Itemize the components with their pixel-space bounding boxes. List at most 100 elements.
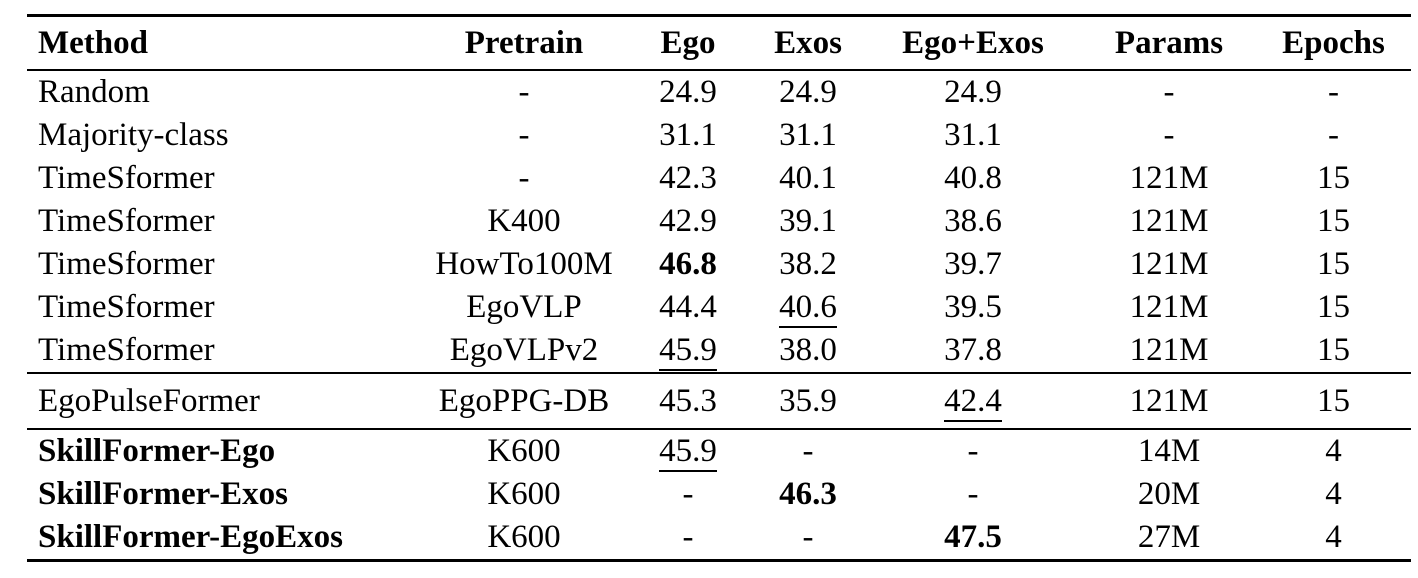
table-row: SkillFormer-Exos K600 - 46.3 - 20M 4 [27, 473, 1411, 516]
params-cell: 121M [1129, 246, 1209, 282]
params-cell: - [1163, 117, 1175, 153]
ego-score-cell: 44.4 [659, 289, 717, 325]
ego-exos-score-cell: 24.9 [944, 74, 1002, 110]
method-cell: TimeSformer [38, 289, 215, 325]
ego-exos-score-cell: 40.8 [944, 160, 1002, 196]
epochs-cell: 15 [1317, 246, 1350, 282]
method-cell: SkillFormer-Ego [38, 433, 276, 469]
exos-score-cell: 38.0 [779, 332, 837, 368]
epochs-cell: 15 [1317, 332, 1350, 368]
method-cell: Majority-class [38, 117, 229, 153]
table-row: Majority-class - 31.1 31.1 31.1 - - [27, 114, 1411, 157]
ego-exos-score-cell: 37.8 [944, 332, 1002, 368]
pretrain-cell: - [518, 117, 530, 153]
exos-score-cell: - [802, 433, 814, 469]
exos-score-cell: 38.2 [779, 246, 837, 282]
params-cell: 14M [1137, 433, 1201, 469]
pretrain-cell: K600 [487, 519, 561, 555]
underlined-score: 45.9 [659, 433, 717, 472]
ego-exos-score-cell: 31.1 [944, 117, 1002, 153]
pretrain-cell: - [518, 160, 530, 196]
ego-score-cell: - [682, 476, 694, 512]
column-header-epochs: Epochs [1282, 25, 1385, 61]
epochs-cell: 4 [1325, 476, 1342, 512]
ego-score-cell: 31.1 [659, 117, 717, 153]
benchmark-results-table: Method Pretrain Ego Exos Ego+Exos Params… [27, 14, 1411, 562]
column-header-ego: Ego [660, 25, 716, 61]
params-cell: - [1163, 74, 1175, 110]
exos-score-cell: 40.6 [752, 286, 864, 329]
ego-exos-score-cell: 38.6 [944, 203, 1002, 239]
params-cell: 121M [1129, 383, 1209, 419]
table-row: TimeSformer EgoVLPv2 45.9 38.0 37.8 121M… [27, 329, 1411, 373]
ego-score-cell: 24.9 [659, 74, 717, 110]
table-row: TimeSformer - 42.3 40.1 40.8 121M 15 [27, 157, 1411, 200]
epochs-cell: - [1328, 74, 1339, 110]
column-header-exos: Exos [774, 25, 842, 61]
pretrain-cell: K600 [487, 476, 561, 512]
ego-exos-score-cell: 39.5 [944, 289, 1002, 325]
exos-score-cell: 39.1 [779, 203, 837, 239]
ego-score-cell: 42.3 [659, 160, 717, 196]
table-row: SkillFormer-EgoExos K600 - - 47.5 27M 4 [27, 516, 1411, 561]
pretrain-cell: EgoVLPv2 [449, 332, 599, 368]
pretrain-cell: K400 [487, 203, 561, 239]
ego-exos-score-cell: 42.4 [864, 373, 1082, 429]
ego-score-cell: 42.9 [659, 203, 717, 239]
method-cell: TimeSformer [38, 332, 215, 368]
table-row: SkillFormer-Ego K600 45.9 - - 14M 4 [27, 429, 1411, 473]
params-cell: 121M [1129, 160, 1209, 196]
table-row: TimeSformer EgoVLP 44.4 40.6 39.5 121M 1… [27, 286, 1411, 329]
exos-score-cell: 46.3 [779, 476, 837, 512]
epochs-cell: 4 [1325, 433, 1342, 469]
underlined-score: 40.6 [779, 289, 837, 328]
exos-score-cell: 24.9 [779, 74, 837, 110]
pretrain-cell: HowTo100M [435, 246, 613, 282]
underlined-score: 45.9 [659, 332, 717, 371]
pretrain-cell: - [518, 74, 530, 110]
params-cell: 27M [1137, 519, 1201, 555]
method-cell: SkillFormer-EgoExos [38, 519, 343, 555]
epochs-cell: 15 [1317, 383, 1350, 419]
table-row: TimeSformer K400 42.9 39.1 38.6 121M 15 [27, 200, 1411, 243]
epochs-cell: - [1328, 117, 1339, 153]
method-cell: TimeSformer [38, 203, 215, 239]
ego-score-cell: 46.8 [659, 246, 717, 282]
params-cell: 121M [1129, 332, 1209, 368]
epochs-cell: 15 [1317, 203, 1350, 239]
exos-score-cell: 35.9 [779, 383, 837, 419]
header-row: Method Pretrain Ego Exos Ego+Exos Params… [27, 16, 1411, 71]
table-header: Method Pretrain Ego Exos Ego+Exos Params… [27, 16, 1411, 71]
column-header-pretrain: Pretrain [464, 25, 584, 61]
column-header-method: Method [38, 25, 148, 61]
epochs-cell: 4 [1325, 519, 1342, 555]
params-cell: 121M [1129, 203, 1209, 239]
ego-score-cell: - [682, 519, 694, 555]
ego-exos-score-cell: 39.7 [944, 246, 1002, 282]
column-header-params: Params [1114, 25, 1224, 61]
method-cell: EgoPulseFormer [38, 383, 260, 419]
baseline-methods-group: Random - 24.9 24.9 24.9 - - Majority-cla… [27, 70, 1411, 373]
params-cell: 20M [1137, 476, 1201, 512]
ego-score-cell: 45.9 [624, 429, 752, 473]
ego-score-cell: 45.3 [659, 383, 717, 419]
method-cell: TimeSformer [38, 160, 215, 196]
column-header-ego-exos: Ego+Exos [902, 25, 1044, 61]
epochs-cell: 15 [1317, 289, 1350, 325]
ego-exos-score-cell: - [967, 476, 979, 512]
epochs-cell: 15 [1317, 160, 1350, 196]
method-cell: SkillFormer-Exos [38, 476, 288, 512]
exos-score-cell: 40.1 [779, 160, 837, 196]
pretrain-cell: EgoVLP [466, 289, 582, 325]
egopulseformer-group: EgoPulseFormer EgoPPG-DB 45.3 35.9 42.4 … [27, 373, 1411, 429]
pretrain-cell: K600 [487, 433, 561, 469]
table-row: TimeSformer HowTo100M 46.8 38.2 39.7 121… [27, 243, 1411, 286]
ego-exos-score-cell: 47.5 [944, 519, 1002, 555]
pretrain-cell: EgoPPG-DB [438, 383, 610, 419]
exos-score-cell: - [802, 519, 814, 555]
table-row: EgoPulseFormer EgoPPG-DB 45.3 35.9 42.4 … [27, 373, 1411, 429]
method-cell: TimeSformer [38, 246, 215, 282]
skillformer-group: SkillFormer-Ego K600 45.9 - - 14M 4 Skil… [27, 429, 1411, 561]
underlined-score: 42.4 [944, 383, 1002, 422]
